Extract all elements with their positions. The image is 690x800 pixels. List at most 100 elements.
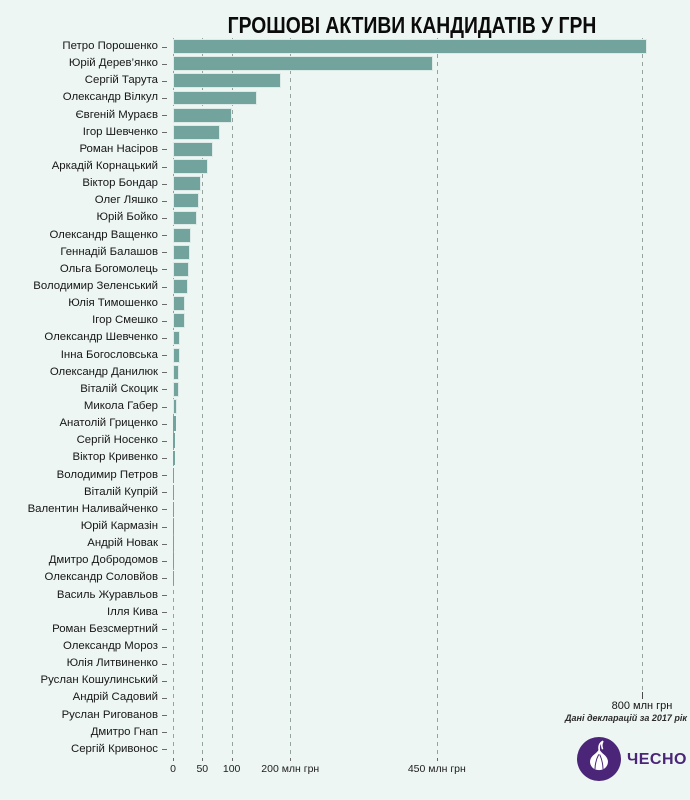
- y-axis-tick: [162, 389, 167, 391]
- bar: [173, 570, 174, 586]
- row-label: Юрій Дерев’янко: [68, 57, 158, 70]
- bar: [173, 313, 185, 329]
- x-axis-tick: [173, 758, 174, 763]
- bar: [173, 382, 179, 397]
- y-axis-tick: [162, 132, 167, 134]
- row-label: Віталій Скоцик: [80, 382, 158, 395]
- bar: [173, 73, 282, 89]
- x-tick-label: 0: [170, 763, 176, 775]
- x-axis-tick: [202, 758, 204, 763]
- y-axis-tick: [162, 63, 167, 65]
- y-axis-tick: [162, 595, 167, 597]
- chesno-logo: ЧЕСНО: [577, 737, 687, 785]
- y-axis-tick: [162, 320, 167, 322]
- source-note: Дані декларацій за 2017 рік: [565, 713, 687, 723]
- chart-title: ГРОШОВІ АКТИВИ КАНДИДАТІВ У ГРН: [227, 12, 597, 38]
- y-axis-tick: [162, 252, 167, 254]
- row-label: Роман Насіров: [79, 142, 158, 155]
- row-label: Інна Богословська: [60, 348, 158, 361]
- row-label: Руслан Ригованов: [61, 708, 158, 721]
- x-axis-tick: [231, 758, 233, 763]
- y-axis-tick: [162, 560, 167, 562]
- y-axis-tick: [162, 698, 167, 699]
- gridline: [173, 38, 174, 758]
- y-axis-tick: [162, 166, 167, 168]
- bar: [173, 159, 208, 174]
- y-axis-tick: [162, 183, 167, 185]
- y-axis-tick: [162, 612, 167, 614]
- gridline-800: [642, 38, 643, 690]
- y-axis-tick: [162, 663, 167, 665]
- y-axis-tick: [162, 543, 167, 545]
- row-label: Андрій Садовий: [72, 691, 158, 704]
- bar: [173, 416, 176, 432]
- row-label: Валентин Наливайченко: [27, 502, 158, 515]
- x-axis-tick: [436, 758, 438, 763]
- y-axis-tick: [162, 338, 167, 339]
- bar: [173, 330, 181, 346]
- row-label: Олександр Данилюк: [49, 365, 158, 378]
- row-label: Микола Габер: [83, 400, 158, 412]
- y-axis-tick: [162, 406, 167, 408]
- y-axis-tick: [162, 98, 167, 99]
- bar: [173, 347, 181, 363]
- row-label: Володимир Петров: [56, 468, 158, 481]
- y-axis-tick: [162, 303, 167, 305]
- row-label: Олександр Шевченко: [44, 331, 158, 344]
- gridline: [290, 38, 292, 758]
- bar: [173, 227, 192, 243]
- row-label: Ілля Кива: [106, 605, 158, 618]
- row-label: Аркадій Корнацький: [51, 160, 158, 172]
- annotation-800-tick: [642, 692, 643, 699]
- x-tick-label: 50: [196, 763, 209, 775]
- y-axis-tick: [162, 492, 167, 494]
- bar: [173, 39, 648, 54]
- row-label: Віталій Купрій: [84, 485, 158, 498]
- bar: [173, 364, 180, 380]
- bar: [173, 399, 178, 414]
- bar: [173, 467, 175, 483]
- row-label: Володимир Зеленський: [33, 280, 158, 292]
- bar: [173, 90, 257, 106]
- y-axis-tick: [162, 372, 167, 374]
- row-label: Юрій Бойко: [96, 211, 158, 224]
- bar: [173, 176, 201, 192]
- y-axis-tick: [162, 629, 167, 631]
- bar: [173, 142, 213, 157]
- gridline: [231, 38, 233, 758]
- y-axis-tick: [162, 355, 167, 357]
- y-axis-tick: [162, 732, 167, 734]
- bar: [173, 124, 221, 140]
- y-axis-tick: [162, 440, 167, 442]
- bar: [173, 502, 175, 517]
- x-tick-label: 200 млн грн: [261, 763, 320, 775]
- row-label: Ольга Богомолець: [59, 262, 158, 275]
- row-label: Петро Порошенко: [62, 40, 158, 52]
- y-axis-tick: [162, 423, 167, 425]
- y-axis-tick: [162, 269, 167, 271]
- y-axis-tick: [162, 578, 167, 579]
- annotation-800-label: 800 млн грн: [611, 700, 673, 712]
- row-label: Ігор Шевченко: [82, 125, 158, 138]
- gridline: [202, 38, 204, 758]
- bar: [173, 536, 174, 552]
- y-axis-tick: [162, 200, 167, 202]
- bar: [173, 433, 175, 449]
- row-label: Юрій Кармазін: [80, 520, 158, 532]
- row-label: Віктор Кривенко: [72, 451, 159, 464]
- y-axis-tick: [162, 509, 167, 511]
- bar: [173, 262, 189, 277]
- row-label: Дмитро Гнап: [90, 725, 158, 738]
- row-label: Олександр Мороз: [62, 640, 158, 652]
- row-label: Роман Безсмертний: [52, 622, 158, 635]
- x-tick-label: 100: [222, 763, 241, 775]
- bar: [173, 450, 175, 466]
- row-label: Сергій Тарута: [84, 74, 158, 87]
- y-axis-tick: [162, 458, 167, 459]
- y-axis-tick: [162, 646, 167, 648]
- bar: [173, 279, 188, 294]
- row-label: Геннадій Балашов: [60, 245, 158, 258]
- garlic-icon: [577, 737, 621, 781]
- chesno-wordmark: ЧЕСНО: [627, 751, 687, 768]
- row-label: Віктор Бондар: [82, 177, 158, 190]
